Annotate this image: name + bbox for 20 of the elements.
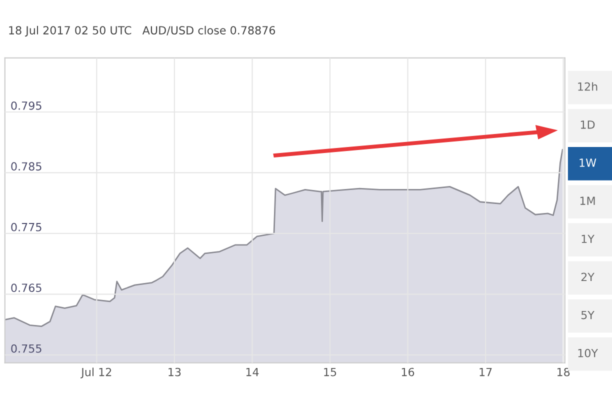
text: 10Y bbox=[578, 348, 598, 358]
text: 5Y bbox=[581, 310, 594, 320]
chart-title: 18 Jul 2017 02 50 UTC AUD/USD close 0.78876 bbox=[9, 26, 276, 37]
x-tick-label: Jul 12 bbox=[80, 368, 112, 378]
x-tick-label: 14 bbox=[246, 368, 259, 376]
y-tick-label: 0.795 bbox=[11, 101, 42, 110]
x-tick-label: 16 bbox=[402, 368, 414, 376]
x-tick-label: 15 bbox=[324, 368, 336, 376]
text: 1M bbox=[580, 196, 595, 205]
text: 1W bbox=[580, 158, 596, 167]
x-tick-label: 13 bbox=[168, 368, 181, 376]
text: 1Y bbox=[582, 234, 594, 243]
text: 2Y bbox=[581, 272, 594, 281]
y-tick-label: 0.765 bbox=[11, 284, 42, 292]
y-tick-label: 0.755 bbox=[11, 344, 42, 353]
text: 12h bbox=[578, 82, 598, 91]
y-tick-label: 0.775 bbox=[11, 222, 42, 232]
text: 1D bbox=[580, 120, 595, 129]
y-tick-label: 0.785 bbox=[11, 162, 42, 171]
x-tick-label: 17 bbox=[480, 368, 492, 376]
